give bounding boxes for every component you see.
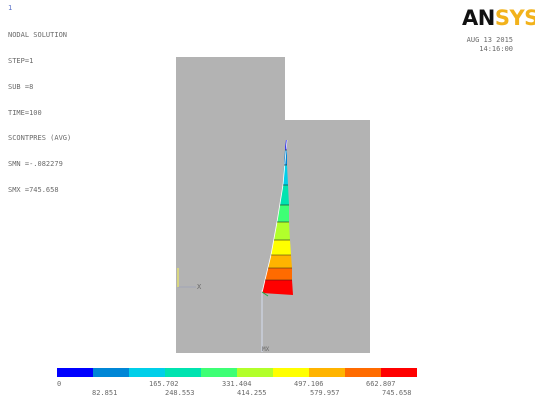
legend-value-lower-1: 82.851: [92, 389, 118, 397]
legend-swatch: [165, 368, 201, 377]
legend-swatch: [201, 368, 237, 377]
info-line-time: TIME=100: [8, 108, 42, 117]
info-line-item: SCONTPRES (AVG): [8, 134, 72, 143]
lower-block: [284, 120, 370, 353]
legend-value-upper-3: 331.404: [222, 380, 252, 388]
triad-x-label: X: [197, 283, 202, 291]
contour-band-8: [268, 255, 292, 268]
legend-value-lower-2: 248.553: [165, 389, 195, 397]
contour-band-5: [277, 205, 289, 222]
legend-value-lower-5: 745.658: [382, 389, 412, 397]
upper-block: [176, 57, 285, 353]
legend-value-upper-2: 165.702: [149, 380, 179, 388]
legend-value-lower-4: 579.957: [310, 389, 340, 397]
contour-band-7: [271, 240, 291, 255]
contour-band-10: [262, 280, 293, 295]
time-label: 14:16:00: [479, 44, 513, 53]
info-line-smn: SMN =-.082279: [8, 160, 63, 169]
legend-swatch: [345, 368, 381, 377]
contour-legend-bar: [57, 368, 417, 377]
legend-swatch: [309, 368, 345, 377]
legend-value-lower-3: 414.255: [237, 389, 267, 397]
triad-icon: [177, 268, 196, 288]
legend-value-upper-1: 0: [57, 380, 62, 388]
timestamp: AUG 13 2015 14:16:00: [467, 36, 513, 53]
info-line-smx: SMX =745.658: [8, 185, 59, 194]
legend-swatch: [273, 368, 309, 377]
date-label: AUG 13 2015: [466, 36, 513, 44]
legend-swatch: [129, 368, 165, 377]
info-line-step: STEP=1: [8, 56, 34, 65]
legend-value-upper-4: 497.106: [294, 380, 324, 388]
legend-swatch: [237, 368, 273, 377]
legend-swatch: [57, 368, 93, 377]
legend-swatch: [381, 368, 417, 377]
info-line-sub: SUB =8: [8, 82, 34, 91]
legend-value-upper-5: 662.807: [366, 380, 396, 388]
result-info: NODAL SOLUTION STEP=1 SUB =8 TIME=100 SC…: [8, 14, 71, 212]
ansys-logo: ANSYS: [462, 6, 535, 30]
info-line-title: NODAL SOLUTION: [8, 31, 68, 40]
contour-band-6: [274, 222, 290, 240]
legend-swatch: [93, 368, 129, 377]
window-number: 1: [8, 4, 13, 12]
contour-band-9: [265, 268, 292, 280]
max-marker: MX: [262, 346, 270, 353]
